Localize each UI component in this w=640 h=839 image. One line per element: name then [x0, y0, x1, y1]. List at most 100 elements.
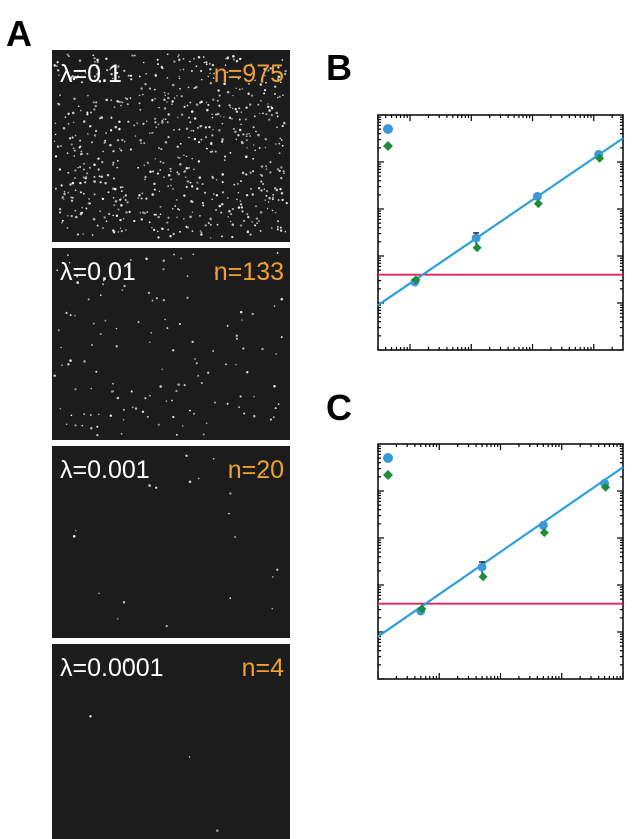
fluorescent-dot — [130, 390, 133, 393]
fluorescent-dot — [207, 103, 210, 106]
fluorescent-dot — [268, 118, 271, 121]
fluorescent-dot — [86, 111, 89, 114]
fluorescent-dot — [120, 230, 123, 233]
fluorescent-dot — [72, 121, 75, 124]
fluorescent-dot — [238, 88, 241, 91]
fluorescent-dot — [188, 480, 192, 484]
fluorescent-dot — [262, 112, 264, 115]
fluorescent-dot — [221, 191, 225, 194]
fluorescent-dot — [63, 192, 66, 196]
fluorescent-dot — [93, 75, 97, 78]
fluorescent-dot — [166, 53, 169, 56]
fluorescent-dot — [265, 81, 267, 84]
fluorescent-dot — [209, 72, 211, 75]
fluorescent-dot — [276, 568, 279, 571]
fluorescent-dot — [283, 121, 286, 125]
fluorescent-dot — [120, 198, 122, 200]
fluorescent-dot — [267, 105, 270, 109]
fluorescent-dot — [273, 305, 276, 307]
fluorescent-dot — [91, 344, 93, 346]
fluorescent-dot — [93, 163, 96, 167]
fluorescent-dot — [176, 171, 179, 174]
fluorescent-dot — [178, 128, 181, 131]
fluorescent-dot — [166, 327, 169, 330]
fluorescent-dot — [268, 109, 271, 112]
fluorescent-dot — [125, 229, 127, 231]
fluorescent-dot — [278, 95, 281, 98]
fluorescent-dot — [265, 190, 269, 193]
fluorescent-dot — [239, 395, 242, 398]
fluorescent-dot — [149, 394, 151, 397]
fluorescent-dot — [269, 67, 272, 70]
fluorescent-dot — [109, 68, 111, 71]
fluorescent-dot — [146, 161, 150, 164]
fluorescent-dot — [274, 211, 277, 214]
fluorescent-dot — [188, 116, 190, 119]
fluorescent-dot — [189, 60, 191, 63]
fluorescent-dot — [247, 229, 249, 232]
fluorescent-dot — [151, 99, 154, 102]
fluorescent-dot — [90, 427, 93, 430]
fluorescent-dot — [93, 108, 96, 111]
legend-experimental-marker — [383, 453, 393, 463]
fluorescent-dot — [253, 144, 255, 146]
fluorescent-dot — [112, 214, 114, 217]
experimental-point — [532, 191, 542, 201]
theoretical-point — [417, 604, 427, 614]
fluorescent-dot — [280, 336, 283, 339]
fluorescent-dot — [161, 121, 164, 124]
fluorescent-dot — [112, 77, 114, 80]
fluorescent-dot — [239, 128, 242, 132]
fluorescent-dot — [71, 181, 75, 185]
fluorescent-dot — [128, 210, 131, 214]
fluorescent-dot — [68, 137, 72, 140]
fluorescent-dot — [162, 268, 165, 271]
fluorescent-dot — [281, 144, 284, 147]
fluorescent-dot — [119, 186, 122, 189]
fluorescent-dot — [183, 194, 186, 197]
fluorescent-dot — [120, 433, 123, 435]
fluorescent-dot — [200, 78, 203, 81]
fluorescent-dot — [104, 139, 107, 142]
fluorescent-dot — [161, 368, 163, 371]
fluorescent-dot — [231, 75, 234, 78]
fluorescent-dot — [245, 155, 248, 158]
fluorescent-dot — [276, 225, 279, 228]
fluorescent-dot — [111, 163, 115, 166]
fluorescent-dot — [121, 289, 124, 291]
fluorescent-dot — [112, 382, 114, 385]
fluorescent-dot — [280, 176, 283, 180]
fluorescent-dot — [280, 139, 283, 141]
fluorescent-dot — [213, 193, 215, 195]
fluorescent-dot — [76, 281, 79, 284]
fluorescent-dot — [238, 107, 241, 110]
fluorescent-dot — [116, 100, 119, 103]
fluorescent-dot — [133, 219, 136, 223]
fluorescent-dot — [110, 390, 114, 393]
fluorescent-dot — [216, 99, 219, 102]
fluorescent-dot — [263, 67, 266, 71]
fluorescent-dot — [275, 188, 279, 192]
fluorescent-dot — [143, 142, 146, 145]
fluorescent-dot — [99, 210, 102, 213]
fluorescent-dot — [74, 314, 76, 317]
fluorescent-dot — [197, 55, 201, 59]
fluorescent-dot — [198, 214, 201, 217]
fluorescent-dot — [221, 122, 224, 125]
fluorescent-dot — [74, 424, 77, 427]
fluorescent-dot — [56, 61, 59, 64]
fluorescent-dot — [272, 576, 274, 578]
fluorescent-dot — [198, 141, 201, 144]
fluorescent-dot — [235, 334, 239, 337]
fluorescent-dot — [176, 95, 178, 97]
fluorescent-dot — [123, 70, 125, 72]
fluorescent-dot — [191, 185, 194, 188]
fluorescent-dot — [178, 58, 181, 62]
fluorescent-dot — [55, 64, 58, 68]
fluorescent-dot — [223, 159, 226, 161]
legend-theoretical-marker — [383, 470, 393, 480]
fluorescent-dot — [116, 139, 120, 142]
fluorescent-dot — [102, 227, 104, 229]
fluorescent-dot — [276, 126, 278, 129]
fluorescent-dot — [211, 175, 214, 178]
